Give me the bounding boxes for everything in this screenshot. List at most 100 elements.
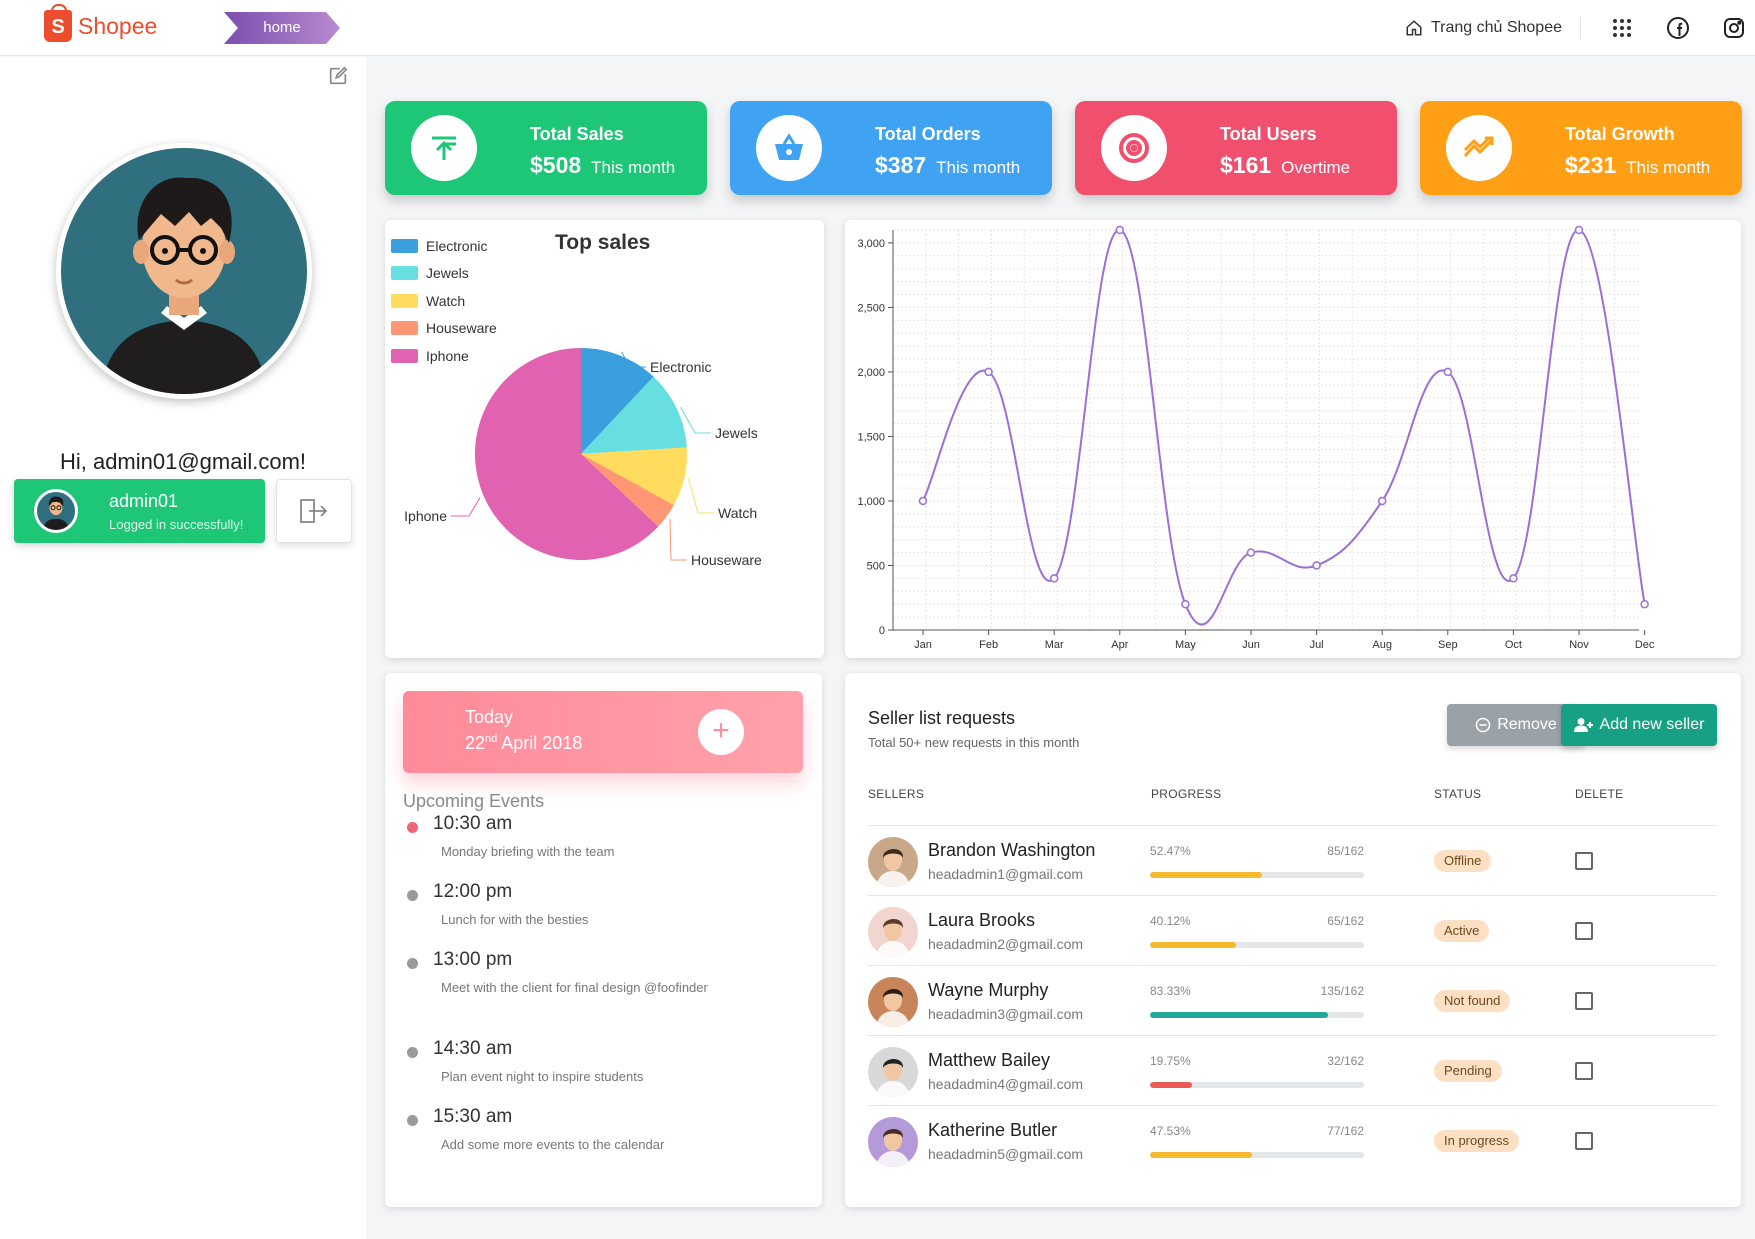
stat-value: $231	[1565, 152, 1617, 178]
pie-slice-iphone[interactable]	[474, 348, 659, 560]
stat-card-total-sales[interactable]: Total Sales $508 This month	[385, 101, 707, 195]
remove-label: Remove	[1497, 716, 1557, 733]
legend-item[interactable]: Iphone	[391, 342, 497, 370]
event-dot	[407, 958, 418, 969]
progress-bar	[1150, 942, 1364, 948]
x-tick-label: Nov	[1569, 639, 1589, 651]
legend-label: Jewels	[426, 265, 469, 282]
progress-bar	[1150, 872, 1364, 878]
add-new-seller-button[interactable]: Add new seller	[1561, 704, 1717, 746]
home-link-label: Trang chủ Shopee	[1430, 19, 1562, 36]
progress-count: 65/162	[1327, 914, 1364, 928]
stat-card-total-growth[interactable]: Total Growth $231 This month	[1420, 101, 1742, 195]
stat-value: $387	[875, 152, 927, 178]
progress-percent: 52.47%	[1150, 844, 1191, 858]
profile-avatar	[56, 143, 312, 399]
column-header-status[interactable]: STATUS	[1434, 787, 1482, 801]
basket-icon	[756, 115, 822, 181]
legend-item[interactable]: Electronic	[391, 232, 497, 260]
apps-grid-icon[interactable]	[1609, 15, 1635, 41]
legend-item[interactable]: Jewels	[391, 260, 497, 288]
delete-checkbox[interactable]	[1575, 992, 1593, 1010]
line-point-jan[interactable]	[918, 496, 928, 506]
house-icon	[1406, 20, 1422, 36]
seller-email: headadmin1@gmail.com	[928, 866, 1084, 882]
column-header-delete[interactable]: DELETE	[1575, 787, 1624, 801]
x-tick-label: Oct	[1505, 639, 1522, 651]
line-point-nov[interactable]	[1574, 225, 1584, 235]
pie-slice-electronic[interactable]	[581, 348, 654, 454]
seller-email: headadmin2@gmail.com	[928, 936, 1084, 952]
instagram-icon[interactable]	[1721, 15, 1747, 41]
column-header-progress[interactable]: PROGRESS	[1151, 787, 1222, 801]
line-series	[922, 229, 1646, 626]
stat-title: Total Users	[1220, 124, 1317, 144]
pie-label: Houseware	[691, 552, 762, 568]
line-point-sep[interactable]	[1443, 367, 1453, 377]
x-tick-label: Jul	[1310, 639, 1324, 651]
line-point-mar[interactable]	[1049, 574, 1059, 583]
table-row[interactable]: Wayne Murphy headadmin3@gmail.com 83.33% 13…	[868, 965, 1717, 1035]
line-point-dec[interactable]	[1640, 599, 1649, 609]
edit-icon[interactable]	[327, 65, 351, 89]
line-point-jun[interactable]	[1246, 548, 1256, 557]
seller-name: Laura Brooks	[928, 910, 1036, 930]
column-header-sellers[interactable]: SELLERS	[868, 787, 925, 801]
x-tick-label: May	[1175, 639, 1196, 651]
pie-slice-watch[interactable]	[581, 447, 687, 506]
stat-period: This month	[591, 158, 676, 177]
pie-slice-houseware[interactable]	[581, 454, 674, 527]
pie-leader-line	[451, 497, 481, 517]
delete-checkbox[interactable]	[1575, 852, 1593, 870]
line-chart: 0 500 1,000 1,500 2,000 2,500 3,000 Jan Feb Mar Ap…	[857, 225, 1655, 651]
progress-fill	[1150, 872, 1263, 878]
pie-title: Top sales	[555, 231, 651, 254]
seller-name: Matthew Bailey	[928, 1050, 1051, 1070]
line-point-may[interactable]	[1181, 599, 1190, 609]
progress-bar	[1150, 1012, 1364, 1018]
user-card[interactable]: admin01 Logged in successfully!	[14, 479, 265, 543]
progress-count: 32/162	[1327, 1054, 1364, 1068]
events-panel: Today 22nd April 2018 + Upcoming Events …	[385, 673, 822, 1207]
pie-label: Electronic	[650, 359, 711, 375]
seller-email: headadmin5@gmail.com	[928, 1146, 1084, 1162]
table-row[interactable]: Laura Brooks headadmin2@gmail.com 40.12% 65…	[868, 895, 1717, 965]
line-point-jul[interactable]	[1312, 561, 1321, 570]
event-time: 15:30 am	[433, 1106, 513, 1127]
trend-icon	[1446, 115, 1512, 181]
seller-email: headadmin3@gmail.com	[928, 1006, 1084, 1022]
breadcrumb-home[interactable]: home	[224, 12, 340, 44]
line-point-oct[interactable]	[1509, 574, 1518, 583]
legend-item[interactable]: Houseware	[391, 315, 497, 343]
status-badge: Active	[1434, 920, 1490, 942]
pie-slice-jewels[interactable]	[581, 376, 687, 454]
delete-checkbox[interactable]	[1575, 1132, 1593, 1150]
delete-checkbox[interactable]	[1575, 1062, 1593, 1080]
facebook-icon[interactable]	[1665, 15, 1691, 41]
line-point-feb[interactable]	[984, 367, 993, 377]
legend-item[interactable]: Watch	[391, 287, 497, 315]
stat-card-total-orders[interactable]: Total Orders $387 This month	[730, 101, 1052, 195]
stat-value: $161	[1220, 152, 1272, 178]
pie-label: Iphone	[404, 508, 447, 524]
delete-checkbox[interactable]	[1575, 922, 1593, 940]
line-point-aug[interactable]	[1377, 496, 1387, 506]
table-row[interactable]: Matthew Bailey headadmin4@gmail.com 19.75%…	[868, 1035, 1717, 1105]
table-row[interactable]: Katherine Butler headadmin5@gmail.com 47.5…	[868, 1105, 1717, 1175]
seller-avatar	[868, 837, 918, 887]
stat-card-total-users[interactable]: Total Users $161 Overtime	[1075, 101, 1397, 195]
seller-avatar	[868, 1117, 918, 1167]
shopee-logo[interactable]: S Shopee	[44, 4, 157, 42]
x-tick-label: Dec	[1635, 639, 1655, 651]
add-event-button[interactable]: +	[698, 709, 744, 755]
event-dot	[407, 822, 418, 833]
home-link[interactable]: Trang chủ Shopee	[1405, 17, 1581, 39]
table-row[interactable]: Brandon Washington headadmin1@gmail.com 52…	[868, 825, 1717, 895]
upcoming-events-heading: Upcoming Events	[403, 791, 545, 811]
login-status: Logged in successfully!	[109, 517, 244, 532]
logout-button[interactable]	[276, 479, 352, 543]
status-badge: Pending	[1434, 1060, 1502, 1082]
line-point-apr[interactable]	[1115, 225, 1125, 235]
seller-avatar	[868, 907, 918, 957]
y-tick-label: 500	[867, 560, 885, 572]
